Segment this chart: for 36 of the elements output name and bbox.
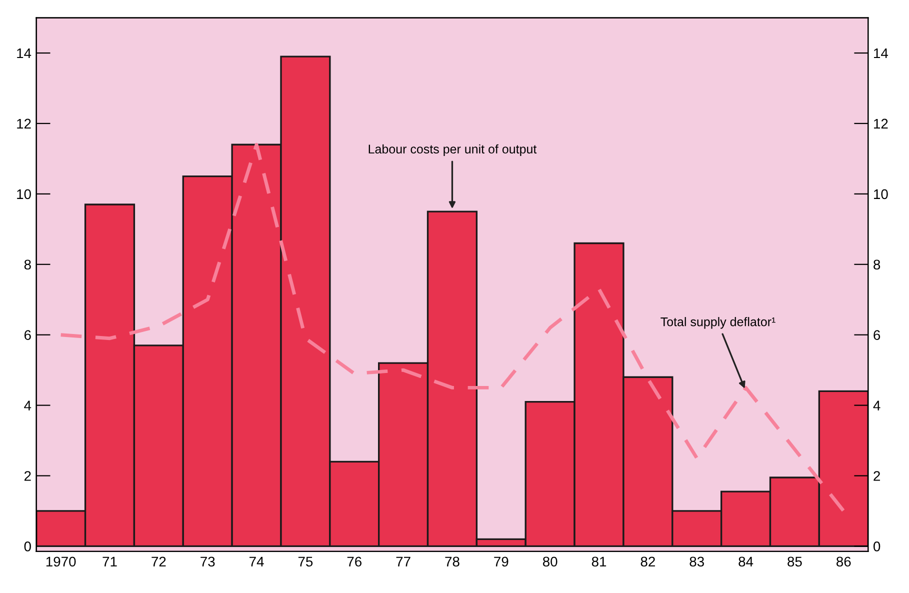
- y-tick-label: 4: [24, 400, 32, 410]
- y-tick-label: 12: [17, 118, 31, 129]
- x-tick-label: 79: [494, 556, 508, 567]
- y2-tick-label: 4: [873, 400, 880, 410]
- x-tick-label: 86: [836, 556, 851, 567]
- x-tick-label: 76: [347, 556, 362, 567]
- x-tick-label: 83: [690, 556, 704, 567]
- x-tick-label: 77: [396, 556, 410, 566]
- y-tick-label: 6: [24, 330, 31, 340]
- x-tick-label: 72: [152, 556, 166, 566]
- line-series: [59, 142, 846, 513]
- y2-tick-label: 10: [874, 189, 888, 200]
- x-tick-label: 82: [640, 556, 655, 567]
- x-tick-label: 78: [445, 556, 460, 567]
- annotation: Labour costs per unit of output: [368, 144, 537, 156]
- x-tick-label: 85: [788, 556, 802, 567]
- x-tick-label: 80: [542, 556, 558, 567]
- x-tick-label: 75: [298, 556, 313, 567]
- x-tick-label: 1970: [46, 556, 76, 567]
- x-tick-label: 81: [592, 556, 606, 567]
- annotation: Total supply deflator¹: [660, 317, 776, 329]
- x-tick-label: 74: [250, 556, 264, 566]
- y2-tick-label: 12: [874, 118, 888, 129]
- y-tick-label: 8: [24, 260, 31, 270]
- y-tick-label: 0: [24, 542, 31, 552]
- x-tick-label: 84: [738, 556, 754, 567]
- y-tick-label: 14: [17, 48, 32, 58]
- y2-tick-label: 14: [874, 48, 888, 58]
- y2-tick-label: 8: [874, 260, 880, 270]
- y2-tick-label: 6: [874, 330, 880, 340]
- x-tick-label: 73: [200, 556, 215, 567]
- y2-tick-label: 0: [874, 542, 880, 552]
- y-tick-label: 2: [24, 471, 31, 481]
- y2-tick-label: 2: [874, 471, 880, 481]
- y-tick-label: 10: [17, 189, 31, 200]
- x-tick-label: 71: [102, 556, 117, 566]
